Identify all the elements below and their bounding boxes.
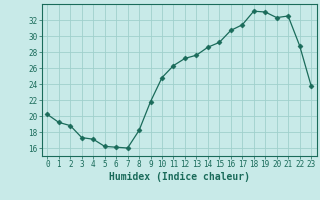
- X-axis label: Humidex (Indice chaleur): Humidex (Indice chaleur): [109, 172, 250, 182]
